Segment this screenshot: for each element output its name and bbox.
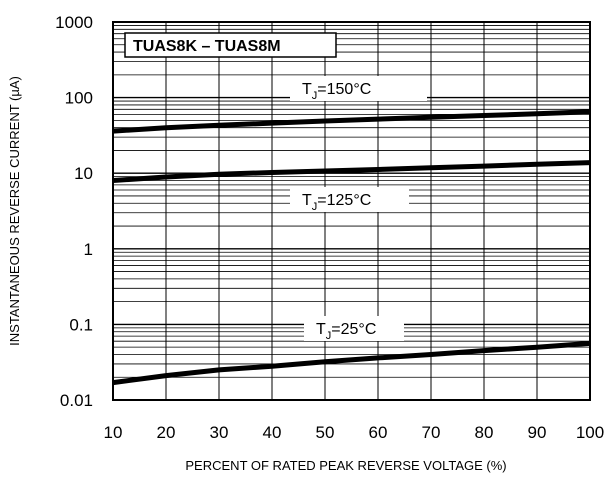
x-tick-label: 10: [104, 423, 123, 442]
x-tick-label: 20: [157, 423, 176, 442]
y-tick-label: 1: [84, 240, 93, 259]
x-tick-label: 40: [263, 423, 282, 442]
series-label-text: TJ=25°C: [316, 321, 376, 342]
y-tick-labels: 0.01 0.1 1 10 100 1000: [55, 13, 93, 410]
chart-title-box: TUAS8K – TUAS8M: [124, 32, 337, 58]
x-tick-label: 90: [528, 423, 547, 442]
series-label-tj-125: TJ=125°C: [290, 187, 409, 213]
x-tick-labels: 10 20 30 40 50 60 70 80 90 100: [104, 423, 605, 442]
x-axis-title: PERCENT OF RATED PEAK REVERSE VOLTAGE (%…: [185, 458, 506, 473]
y-tick-label: 100: [65, 89, 93, 108]
x-tick-label: 50: [316, 423, 335, 442]
series-label-text: TJ=150°C: [302, 81, 371, 102]
curve-tj-150: [112, 109, 591, 134]
chart-title-background: [124, 32, 337, 58]
y-tick-label: 1000: [55, 13, 93, 32]
series-label-background: [304, 316, 404, 341]
x-tick-label: 80: [475, 423, 494, 442]
y-tick-label: 0.1: [69, 315, 93, 334]
curve-tj-25: [112, 340, 591, 386]
series-labels: TJ=150°C TJ=125°C TJ=25°C: [290, 76, 427, 342]
curves: [112, 109, 591, 386]
grid: [113, 22, 590, 400]
series-label-text: TJ=125°C: [302, 192, 371, 213]
y-axis-title: INSTANTANEOUS REVERSE CURRENT (µA): [7, 76, 22, 346]
y-tick-label: 0.01: [60, 391, 93, 410]
x-tick-label: 100: [576, 423, 604, 442]
series-label-tj-150: TJ=150°C: [290, 76, 427, 102]
y-tick-label: 10: [74, 164, 93, 183]
x-tick-label: 30: [210, 423, 229, 442]
x-tick-label: 60: [369, 423, 388, 442]
series-label-tj-25: TJ=25°C: [304, 316, 404, 342]
x-tick-label: 70: [422, 423, 441, 442]
curve-tj-125: [112, 160, 591, 183]
plot-frame: [112, 21, 591, 401]
chart-title: TUAS8K – TUAS8M: [133, 38, 281, 55]
series-label-background: [290, 187, 409, 212]
series-label-background: [290, 76, 427, 101]
